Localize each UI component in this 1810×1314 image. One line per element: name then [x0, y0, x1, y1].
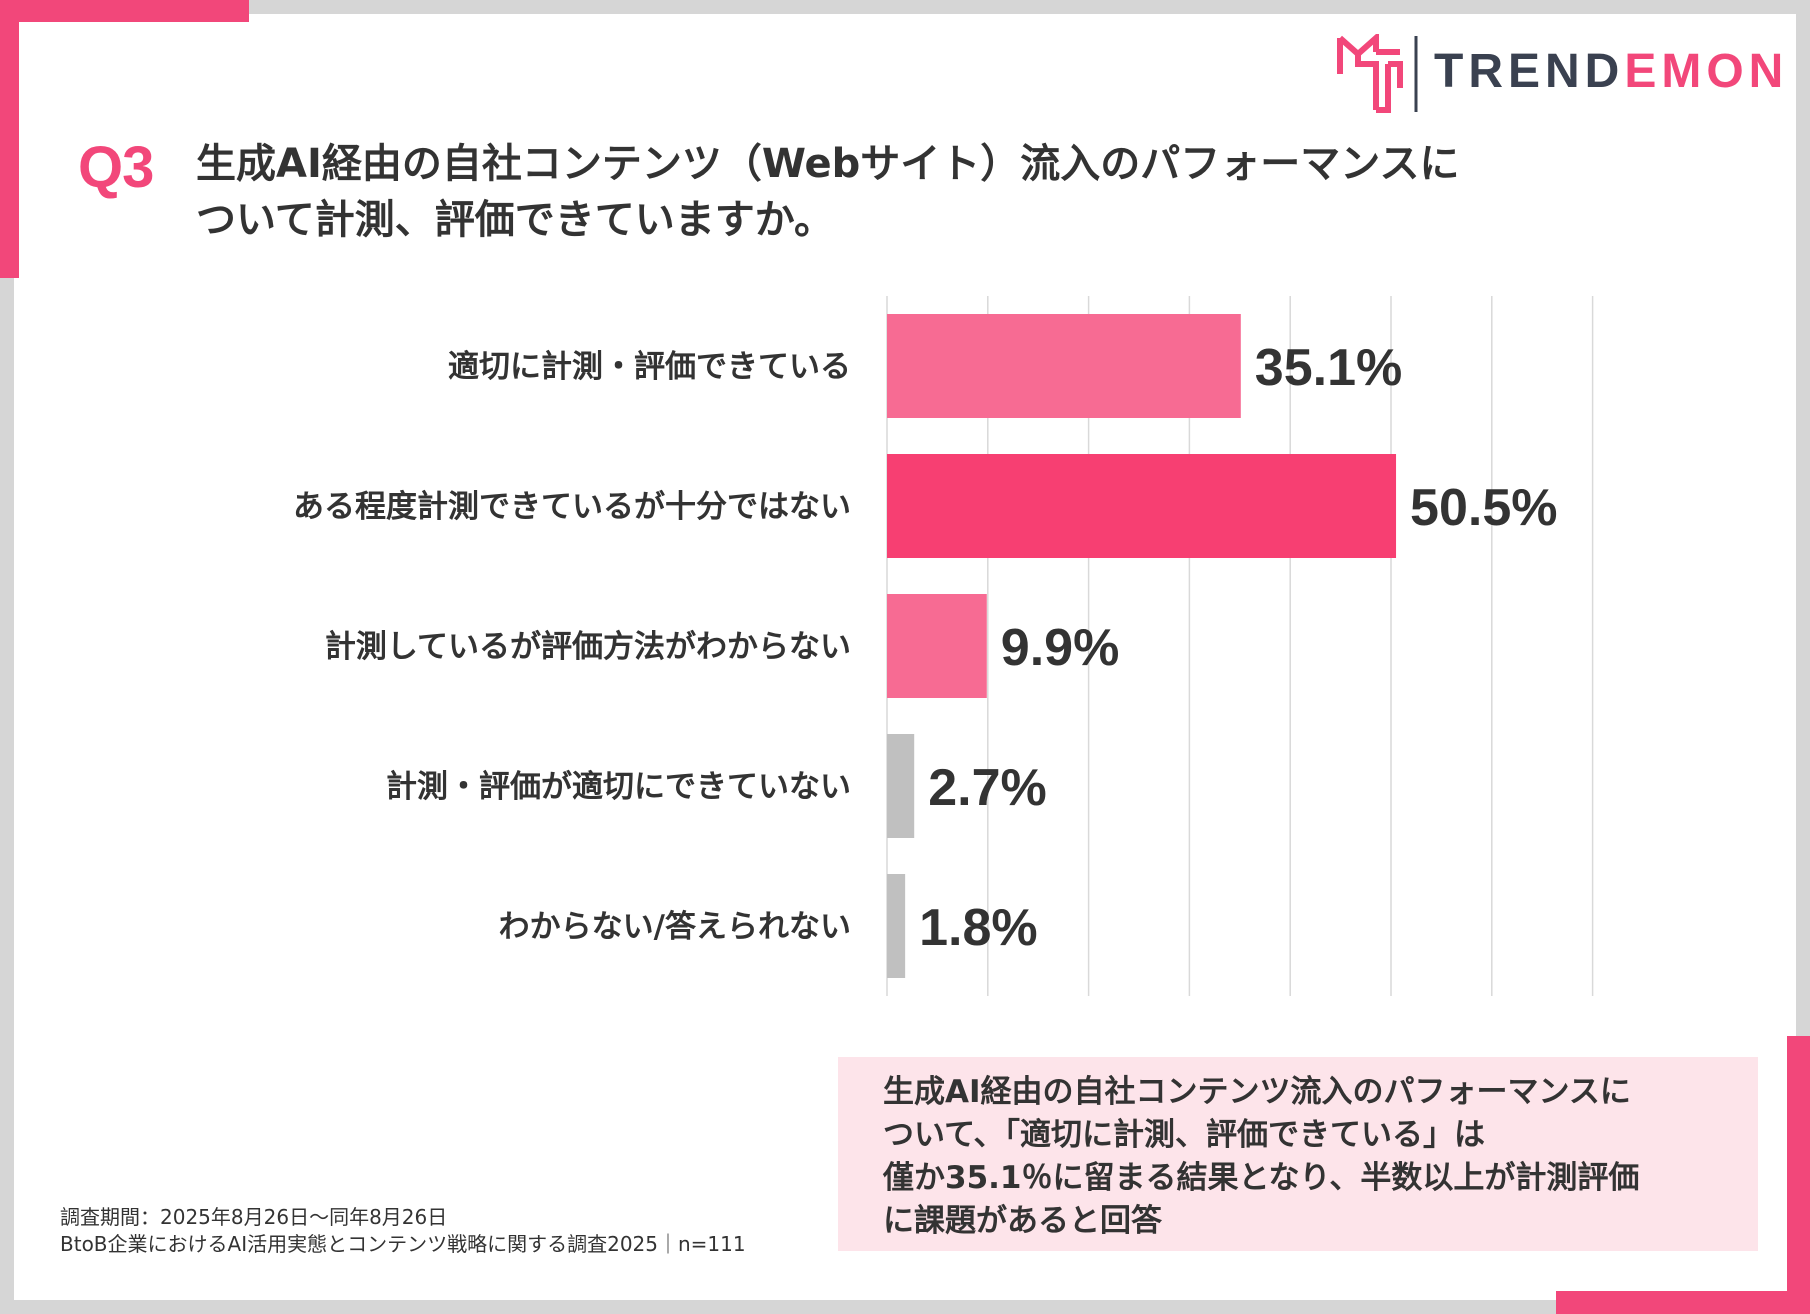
survey-source: BtoB企業におけるAI活用実態とコンテンツ戦略に関する調査2025｜n=111 [60, 1232, 746, 1256]
bar-5 [887, 874, 906, 978]
brand-name: TRENDEMON [1434, 44, 1788, 99]
bar-chart: 適切に計測・評価できている 35.1% ある程度計測できているが十分ではない 50.5… [293, 296, 1594, 996]
corner-accent-bottom-right-horizontal [1556, 1291, 1810, 1314]
category-label-2: ある程度計測できているが十分ではない [293, 489, 851, 525]
category-label-5: わからない/答えられない [499, 909, 851, 945]
trendemon-logo-icon [1337, 34, 1418, 113]
question-title-line1: 生成AI経由の自社コンテンツ（Webサイト）流入のパフォーマンスに [196, 141, 1460, 187]
question-label: Q3 [78, 135, 154, 200]
category-label-3: 計測しているが評価方法がわからない [325, 629, 851, 665]
value-label-4: 2.7% [928, 759, 1047, 817]
brand-name-part1: TREND [1434, 45, 1625, 98]
bar-3 [887, 594, 987, 698]
bar-2 [887, 454, 1397, 558]
question-title-line2: ついて計測、評価できていますか。 [196, 197, 834, 243]
question-title: 生成AI経由の自社コンテンツ（Webサイト）流入のパフォーマンスに ついて計測、… [196, 136, 1596, 248]
category-label-4: 計測・評価が適切にできていない [386, 769, 851, 805]
summary-text: 生成AI経由の自社コンテンツ流入のパフォーマンスに ついて、「適切に計測、評価で… [883, 1071, 1743, 1243]
bar-4 [887, 734, 915, 838]
survey-period: 調査期間：2025年8月26日～同年8月26日 [60, 1205, 448, 1229]
bars [887, 314, 1397, 978]
bar-1 [887, 314, 1241, 418]
value-label-3: 9.9% [1001, 619, 1120, 677]
summary-line4: に課題があると回答 [883, 1203, 1162, 1239]
corner-accent-bottom-right-vertical [1787, 1036, 1810, 1314]
value-label-1: 35.1% [1255, 339, 1402, 397]
value-label-5: 1.8% [919, 899, 1038, 957]
value-label-2: 50.5% [1410, 479, 1557, 537]
summary-box: 生成AI経由の自社コンテンツ流入のパフォーマンスに ついて、「適切に計測、評価で… [838, 1057, 1758, 1251]
summary-line1: 生成AI経由の自社コンテンツ流入のパフォーマンスに [883, 1074, 1631, 1110]
brand-name-part2: EMON [1624, 45, 1789, 98]
category-label-1: 適切に計測・評価できている [448, 349, 851, 385]
summary-line2: ついて、「適切に計測、評価できている」は [883, 1117, 1486, 1153]
labels: 適切に計測・評価できている 35.1% ある程度計測できているが十分ではない 50.5… [293, 339, 1557, 957]
survey-footnote: 調査期間：2025年8月26日～同年8月26日 BtoB企業におけるAI活用実態… [60, 1204, 746, 1258]
summary-line3: 僅か35.1％に留まる結果となり、半数以上が計測評価 [883, 1160, 1640, 1196]
corner-accent-top-left-horizontal [0, 0, 249, 22]
corner-accent-top-left-vertical [0, 0, 19, 278]
